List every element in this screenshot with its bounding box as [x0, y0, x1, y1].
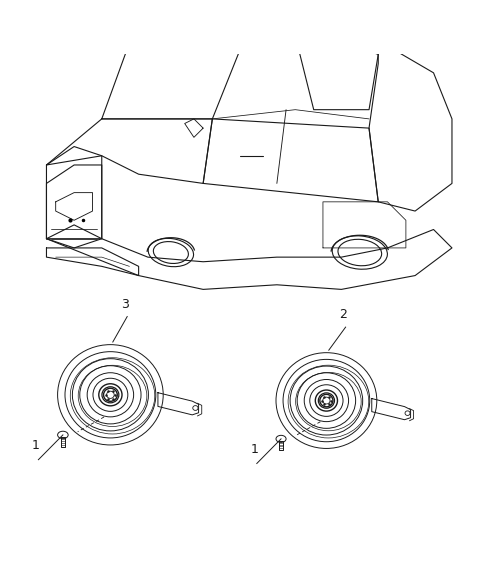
Text: 1: 1 — [32, 439, 40, 453]
Text: 2: 2 — [339, 308, 347, 322]
Text: 3: 3 — [121, 298, 129, 311]
Text: 1: 1 — [251, 443, 258, 456]
